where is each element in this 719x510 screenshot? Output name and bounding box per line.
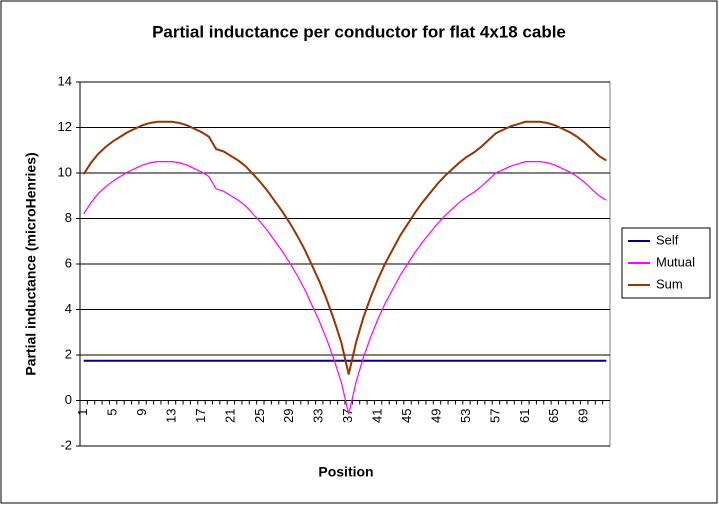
x-tick-label: 25 xyxy=(252,409,267,423)
chart-title: Partial inductance per conductor for fla… xyxy=(152,22,566,41)
x-axis-label: Position xyxy=(318,464,373,480)
y-tick-label: 6 xyxy=(65,255,72,270)
x-tick-label: 13 xyxy=(163,409,178,423)
y-tick-label: 12 xyxy=(58,119,72,134)
x-tick-label: 65 xyxy=(546,409,561,423)
legend-label: Self xyxy=(656,232,679,247)
x-tick-label: 33 xyxy=(311,409,326,423)
y-tick-label: 10 xyxy=(58,164,72,179)
x-tick-label: 37 xyxy=(340,409,355,423)
x-tick-label: 49 xyxy=(428,409,443,423)
x-tick-label: 17 xyxy=(193,409,208,423)
legend-label: Sum xyxy=(656,276,683,291)
x-tick-label: 69 xyxy=(576,409,591,423)
y-tick-label: 4 xyxy=(65,301,72,316)
y-tick-label: 0 xyxy=(65,392,72,407)
x-tick-label: 1 xyxy=(75,409,90,416)
y-tick-label: 2 xyxy=(65,346,72,361)
x-tick-label: 5 xyxy=(105,409,120,416)
y-tick-label: -2 xyxy=(60,437,72,452)
x-tick-label: 61 xyxy=(517,409,532,423)
y-tick-label: 14 xyxy=(58,73,72,88)
x-tick-label: 41 xyxy=(370,409,385,423)
x-tick-label: 45 xyxy=(399,409,414,423)
x-tick-label: 29 xyxy=(281,409,296,423)
y-tick-label: 8 xyxy=(65,210,72,225)
series-line xyxy=(83,161,607,415)
x-tick-label: 57 xyxy=(487,409,502,423)
legend-label: Mutual xyxy=(656,254,695,269)
y-axis-label: Partial inductance (microHenries) xyxy=(23,152,39,375)
series-line xyxy=(82,120,607,375)
x-tick-label: 21 xyxy=(222,409,237,423)
x-tick-label: 9 xyxy=(134,409,149,416)
x-tick-label: 53 xyxy=(458,409,473,423)
